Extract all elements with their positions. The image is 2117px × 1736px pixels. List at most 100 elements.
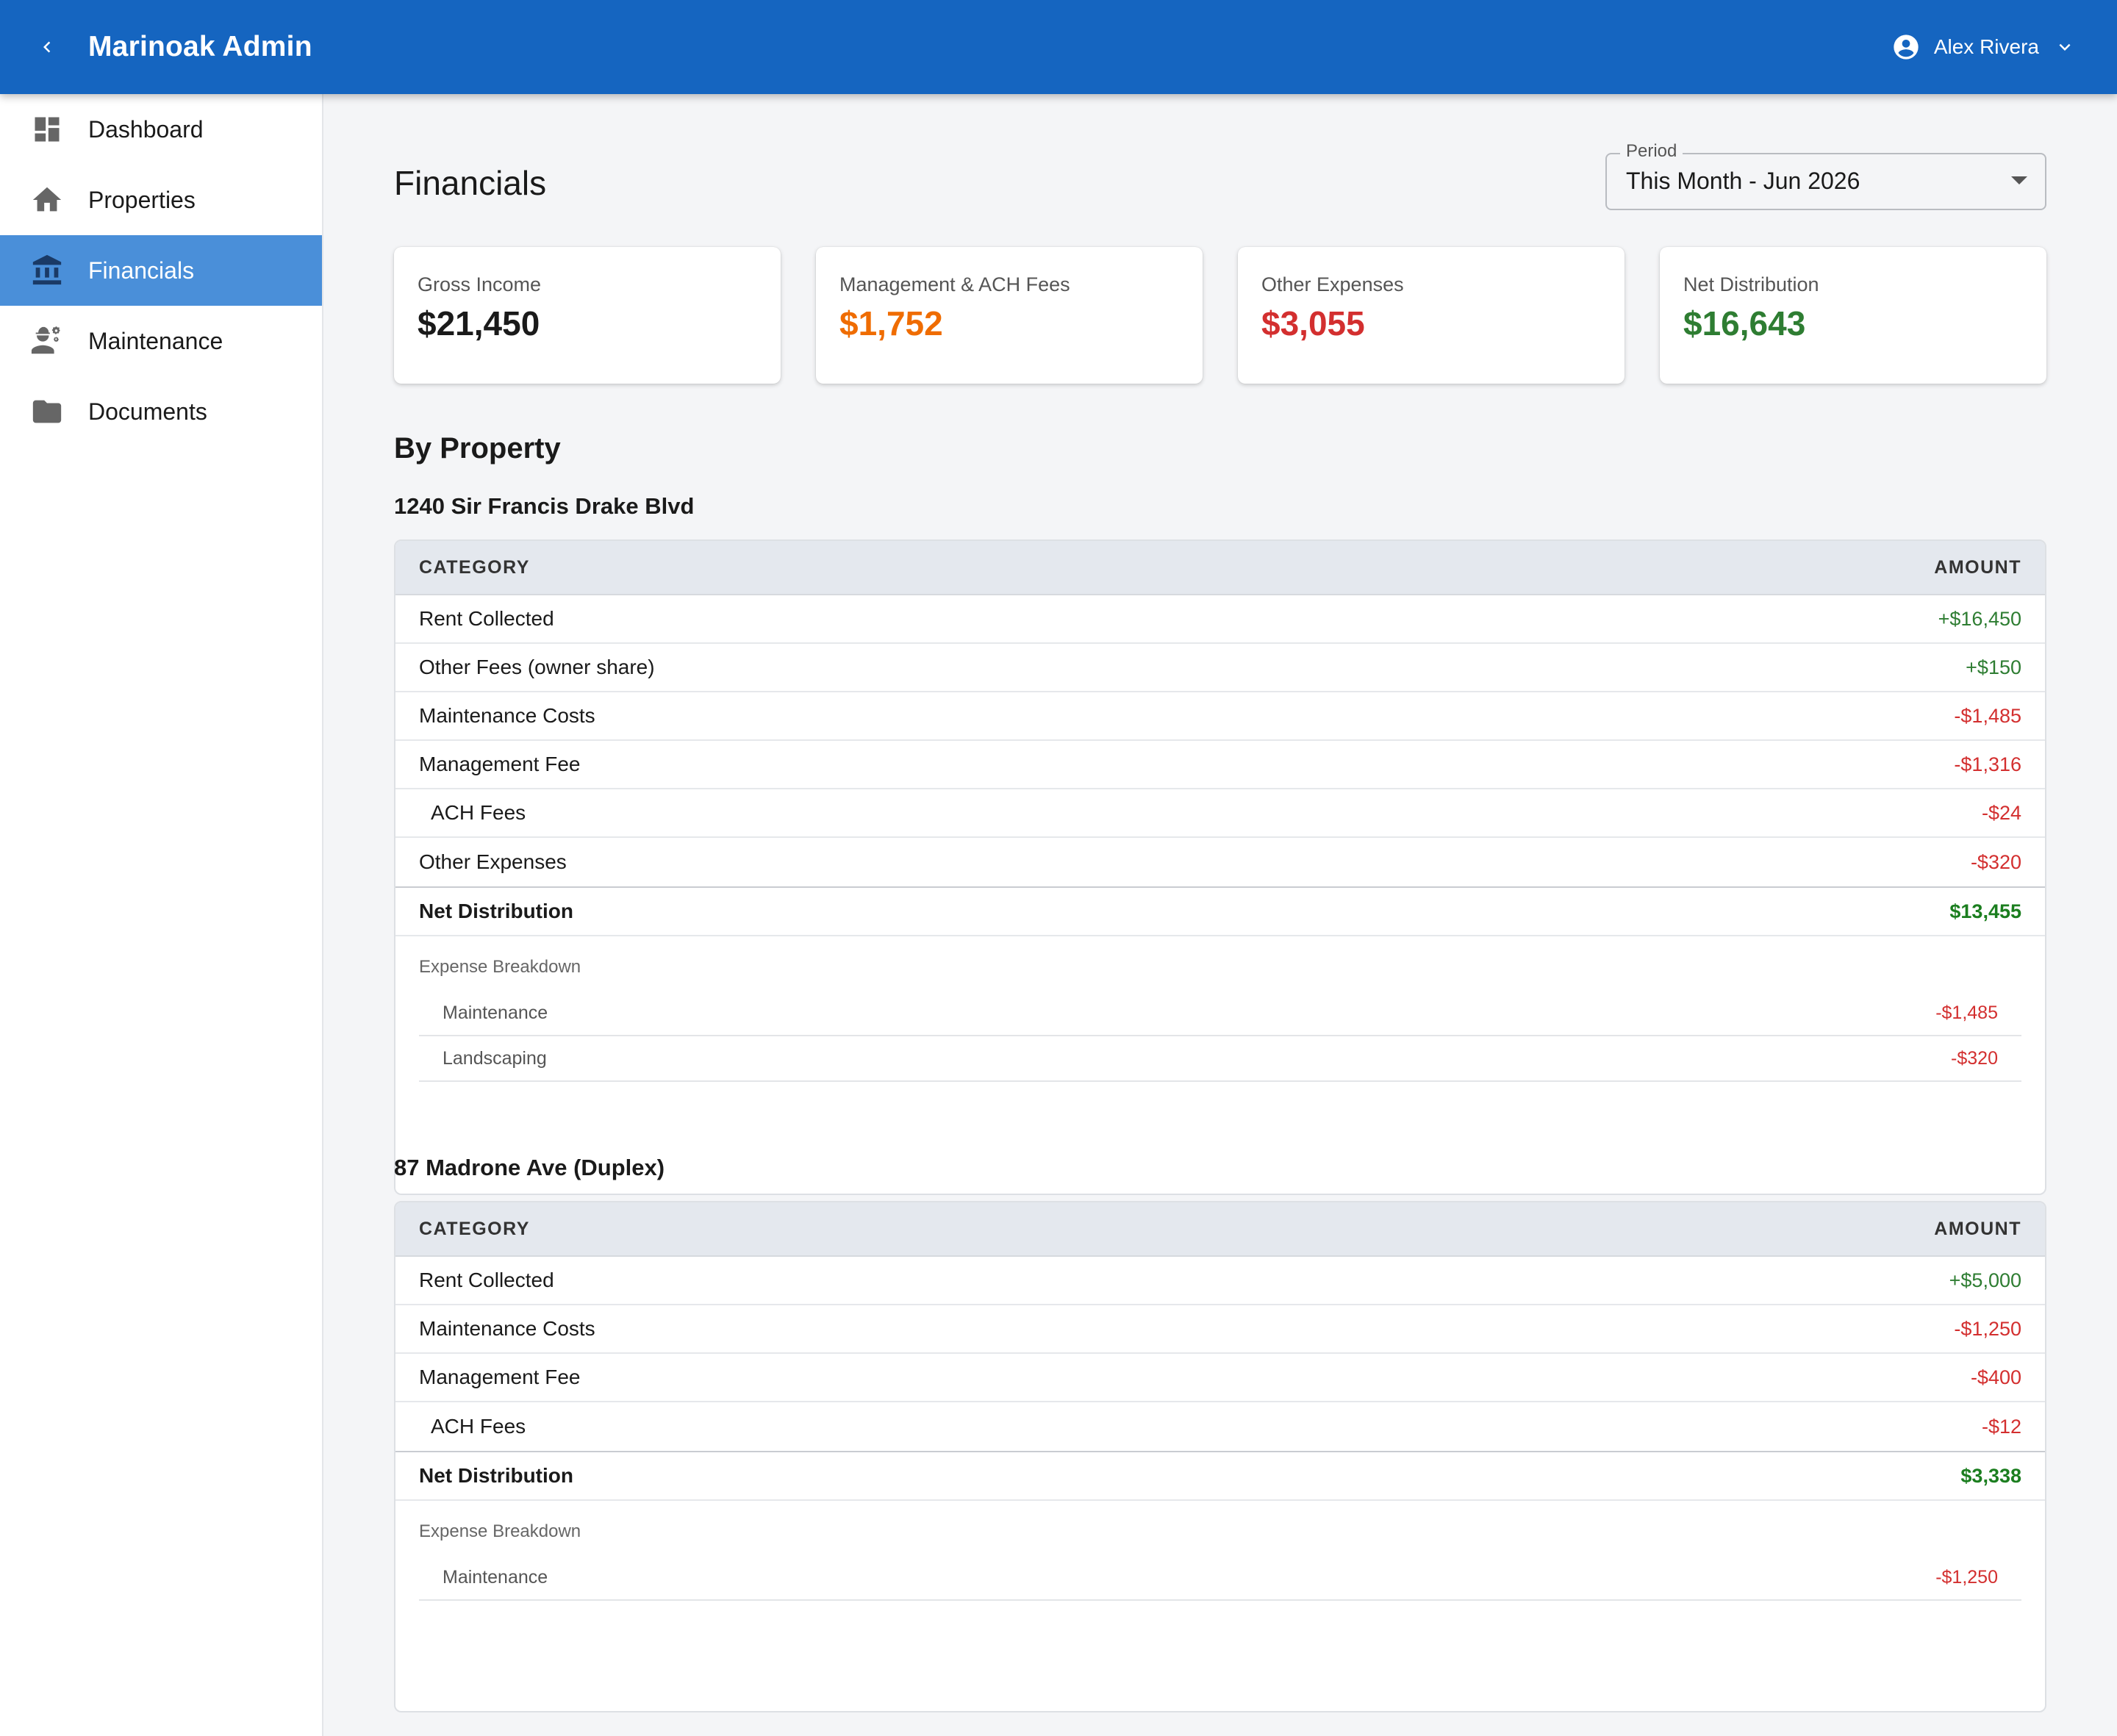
net-distribution-card: Net Distribution $16,643 [1660,247,2046,384]
breakdown-amount: -$1,485 [1935,1002,1998,1023]
sidebar-item-label: Financials [88,257,195,284]
row-category: Net Distribution [419,900,573,922]
sidebar-item-properties[interactable]: Properties [0,165,322,235]
row-amount: -$1,485 [1954,704,2021,727]
sidebar: Dashboard Properties Financials Maintena… [0,94,323,1736]
column-header-category: CATEGORY [419,1218,530,1239]
breakdown-category: Maintenance [443,1566,548,1588]
row-amount: -$1,250 [1954,1317,2021,1340]
table-row: Management Fee -$400 [395,1354,2045,1402]
row-category: Net Distribution [419,1464,573,1487]
sidebar-item-financials[interactable]: Financials [0,235,322,306]
row-category: Rent Collected [419,1269,554,1291]
table-row: Rent Collected +$5,000 [395,1257,2045,1305]
stat-value: $3,055 [1261,304,1365,342]
row-category: Other Fees (owner share) [419,656,655,678]
engineer-icon [29,323,65,359]
row-category: Maintenance Costs [419,1317,595,1340]
stat-label: Net Distribution [1683,273,1819,295]
row-amount: -$12 [1981,1415,2021,1438]
column-header-amount: AMOUNT [1934,556,2021,578]
back-button[interactable] [25,25,69,69]
home-icon [29,182,65,218]
dashboard-icon [29,112,65,147]
row-amount: -$1,316 [1954,753,2021,775]
sidebar-item-label: Dashboard [88,115,204,143]
summary-cards: Gross Income $21,450 Management & ACH Fe… [394,247,2046,384]
user-name: Alex Rivera [1933,35,2039,58]
stat-value: $16,643 [1683,304,1806,342]
folder-icon [29,394,65,429]
row-amount: +$150 [1966,656,2021,678]
stat-value: $1,752 [839,304,943,342]
expense-breakdown: Expense Breakdown Maintenance -$1,250 [395,1501,2045,1620]
account-circle-icon [1894,35,1919,60]
stat-label: Other Expenses [1261,273,1404,295]
breakdown-category: Maintenance [443,1002,548,1023]
sidebar-item-label: Documents [88,398,207,425]
table-row: Other Fees (owner share) +$150 [395,644,2045,692]
sidebar-item-label: Maintenance [88,327,223,354]
property-name: 1240 Sir Francis Drake Blvd [394,493,695,519]
row-amount: +$5,000 [1949,1269,2021,1291]
sidebar-item-dashboard[interactable]: Dashboard [0,94,322,165]
property-name: 87 Madrone Ave (Duplex) [394,1155,665,1180]
bank-icon [29,253,65,288]
row-category: Management Fee [419,1366,581,1388]
property-table: CATEGORY AMOUNT Rent Collected +$5,000 M… [394,1201,2046,1712]
dropdown-arrow-icon [2011,176,2027,184]
breakdown-row: Maintenance -$1,485 [419,991,2021,1036]
table-header: CATEGORY AMOUNT [395,541,2045,595]
row-amount: -$320 [1970,850,2021,873]
page-title: Financials [394,164,547,202]
column-header-amount: AMOUNT [1934,1218,2021,1239]
user-menu[interactable]: Alex Rivera [1891,0,2076,94]
row-category: ACH Fees [431,1415,526,1438]
chevron-left-icon [43,41,51,53]
section-title: By Property [394,432,561,465]
row-category: ACH Fees [431,801,526,824]
chevron-down-icon [2059,43,2071,51]
sidebar-item-maintenance[interactable]: Maintenance [0,306,322,376]
breakdown-row: Landscaping -$320 [419,1036,2021,1082]
row-category: Other Expenses [419,850,567,873]
row-category: Maintenance Costs [419,704,595,727]
period-select[interactable]: Period This Month - Jun 2026 [1605,141,2046,210]
breakdown-category: Landscaping [443,1047,547,1069]
breakdown-title: Expense Breakdown [419,957,581,977]
table-header: CATEGORY AMOUNT [395,1202,2045,1257]
stat-label: Gross Income [418,273,542,295]
period-label: Period [1620,141,1683,162]
row-category: Management Fee [419,753,581,775]
net-distribution-row: Net Distribution $13,455 [395,886,2045,936]
breakdown-row: Maintenance -$1,250 [419,1555,2021,1601]
row-amount: $13,455 [1949,900,2021,922]
breakdown-amount: -$1,250 [1935,1566,1998,1588]
app-bar: Marinoak Admin Alex Rivera [0,0,2117,94]
stat-value: $21,450 [418,304,540,342]
table-row: ACH Fees -$24 [395,789,2045,838]
stat-label: Management & ACH Fees [839,273,1070,295]
row-category: Rent Collected [419,607,554,630]
other-expenses-card: Other Expenses $3,055 [1238,247,1625,384]
row-amount: -$400 [1970,1366,2021,1388]
net-distribution-row: Net Distribution $3,338 [395,1451,2045,1501]
table-row: ACH Fees -$12 [395,1402,2045,1451]
sidebar-item-label: Properties [88,186,196,213]
breakdown-amount: -$320 [1951,1047,1998,1069]
row-amount: -$24 [1981,801,2021,824]
fees-card: Management & ACH Fees $1,752 [816,247,1203,384]
sidebar-item-documents[interactable]: Documents [0,376,322,447]
property-table: CATEGORY AMOUNT Rent Collected +$16,450 … [394,539,2046,1195]
breakdown-title: Expense Breakdown [419,1521,581,1541]
expense-breakdown: Expense Breakdown Maintenance -$1,485 La… [395,936,2045,1101]
table-row: Other Expenses -$320 [395,838,2045,886]
table-row: Rent Collected +$16,450 [395,595,2045,644]
column-header-category: CATEGORY [419,556,530,578]
period-value: This Month - Jun 2026 [1626,168,1860,194]
gross-income-card: Gross Income $21,450 [394,247,781,384]
table-row: Maintenance Costs -$1,250 [395,1305,2045,1354]
table-row: Maintenance Costs -$1,485 [395,692,2045,741]
app-title: Marinoak Admin [88,31,312,62]
row-amount: +$16,450 [1938,607,2021,630]
